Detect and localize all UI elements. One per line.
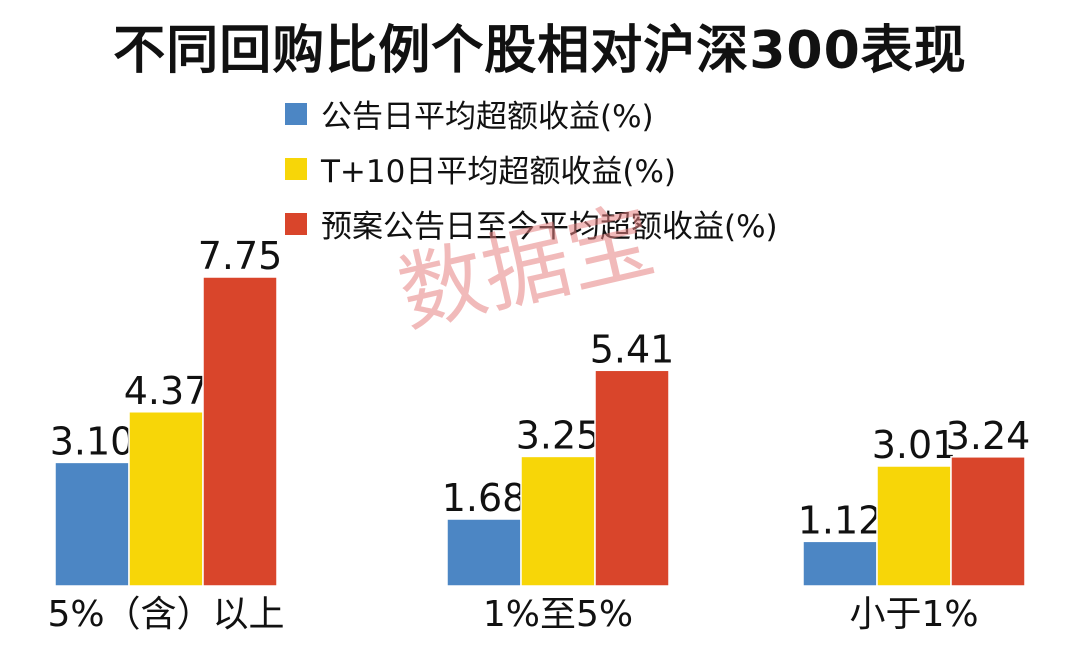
legend-item-since-plan: 预案公告日至今平均超额收益(%)	[285, 196, 778, 251]
bar-1pct-to-5pct-since-plan	[594, 369, 670, 587]
bar-5pct-and-above-t10	[128, 411, 204, 587]
bar-5pct-and-above-since-plan	[202, 276, 278, 587]
legend-label-t10: T+10日平均超额收益(%)	[321, 154, 677, 190]
value-label-1pct-to-5pct-t10: 3.25	[516, 413, 601, 457]
category-label-below-1pct: 小于1%	[849, 594, 978, 635]
category-label-5pct-and-above: 5%（含）以上	[47, 594, 284, 635]
legend-swatch-since-plan	[285, 212, 307, 235]
value-label-1pct-to-5pct-since-plan: 5.41	[590, 327, 675, 371]
bar-1pct-to-5pct-t10	[520, 455, 596, 587]
bar-1pct-to-5pct-announcement	[446, 518, 522, 587]
value-label-5pct-and-above-announcement: 3.10	[50, 419, 135, 463]
value-label-1pct-to-5pct-announcement: 1.68	[442, 476, 527, 520]
bar-5pct-and-above-announcement	[54, 461, 130, 587]
legend-swatch-t10	[285, 157, 307, 180]
value-label-below-1pct-t10: 3.01	[872, 423, 957, 467]
legend-label-announcement: 公告日平均超额收益(%)	[321, 99, 654, 135]
bar-below-1pct-since-plan	[950, 456, 1026, 587]
chart-title: 不同回购比例个股相对沪深300表现	[113, 21, 967, 81]
bar-below-1pct-announcement	[802, 540, 878, 587]
value-label-5pct-and-above-t10: 4.37	[124, 369, 209, 413]
legend-swatch-announcement	[285, 102, 307, 125]
legend-item-t10: T+10日平均超额收益(%)	[285, 141, 778, 196]
value-label-below-1pct-announcement: 1.12	[798, 498, 883, 542]
bar-below-1pct-t10	[876, 465, 952, 587]
value-label-below-1pct-since-plan: 3.24	[946, 414, 1031, 458]
legend-item-announcement: 公告日平均超额收益(%)	[285, 86, 778, 141]
legend: 公告日平均超额收益(%) T+10日平均超额收益(%) 预案公告日至今平均超额收…	[285, 86, 778, 251]
legend-label-since-plan: 预案公告日至今平均超额收益(%)	[321, 209, 778, 245]
category-label-1pct-to-5pct: 1%至5%	[483, 594, 633, 635]
value-label-5pct-and-above-since-plan: 7.75	[198, 234, 283, 278]
